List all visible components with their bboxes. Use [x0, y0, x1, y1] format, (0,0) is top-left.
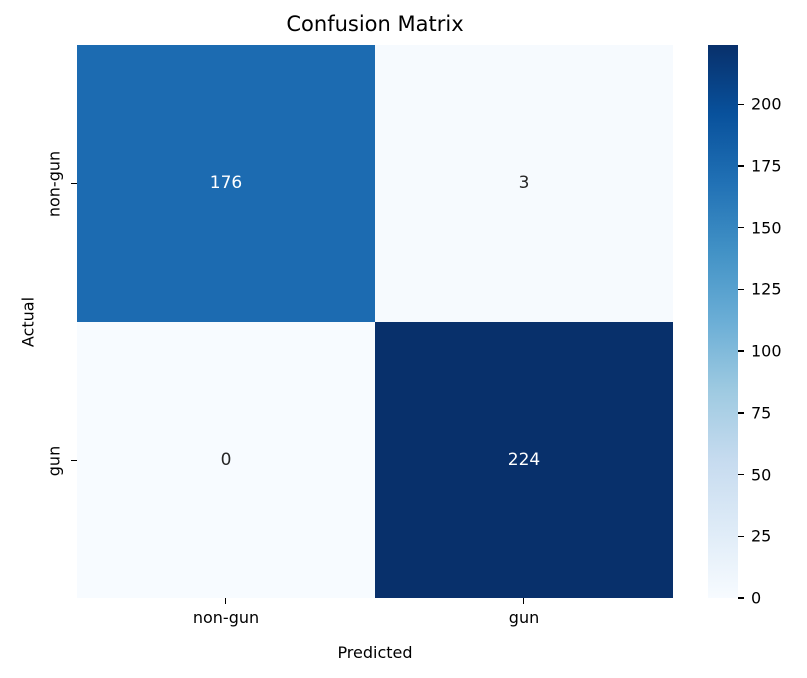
- x-axis-label: Predicted: [337, 643, 413, 662]
- colorbar-tick-label: 0: [751, 588, 762, 608]
- colorbar-tick-label: 175: [751, 156, 782, 176]
- heatmap-cell-actual-gun-pred-gun: 224: [375, 321, 673, 598]
- heatmap-cell-actual-nongun-pred-gun: 3: [375, 45, 673, 322]
- colorbar-tick-mark: [738, 288, 744, 291]
- colorbar-tick-label: 50: [751, 465, 772, 485]
- colorbar-tick-mark: [738, 473, 744, 476]
- colorbar-tick-label: 150: [751, 218, 782, 238]
- x-tick-mark: [523, 598, 525, 604]
- colorbar-tick-label: 25: [751, 526, 772, 546]
- x-tick-label-nongun: non-gun: [192, 608, 260, 627]
- x-tick-mark: [225, 598, 227, 604]
- y-tick-mark: [71, 183, 77, 185]
- chart-title: Confusion Matrix: [286, 12, 464, 36]
- colorbar-tick-label: 200: [751, 94, 782, 114]
- colorbar: 0 25 50 75 100 125 150 175 200: [708, 45, 782, 608]
- colorbar-tick-label: 100: [751, 341, 782, 361]
- colorbar-tick-mark: [738, 412, 744, 414]
- colorbar-tick-mark: [738, 535, 744, 537]
- y-tick-label-gun: gun: [44, 445, 64, 477]
- colorbar-tick-mark: [738, 597, 744, 599]
- heatmap-cell-actual-nongun-pred-nongun: 176: [77, 45, 375, 322]
- y-tick-mark: [71, 460, 77, 462]
- y-axis-label: Actual: [18, 296, 38, 348]
- colorbar-tick-mark: [738, 350, 744, 352]
- colorbar-tick-label: 75: [751, 403, 772, 423]
- heatmap-grid: 176 3 0 224: [77, 45, 673, 598]
- colorbar-tick-mark: [738, 165, 744, 167]
- colorbar-tick-mark: [738, 103, 744, 105]
- colorbar-tick-label: 125: [751, 279, 782, 299]
- colorbar-tick-mark: [738, 226, 744, 229]
- heatmap-cell-actual-gun-pred-nongun: 0: [77, 321, 375, 598]
- y-tick-label-nongun: non-gun: [44, 150, 64, 218]
- x-tick-label-gun: gun: [508, 608, 540, 627]
